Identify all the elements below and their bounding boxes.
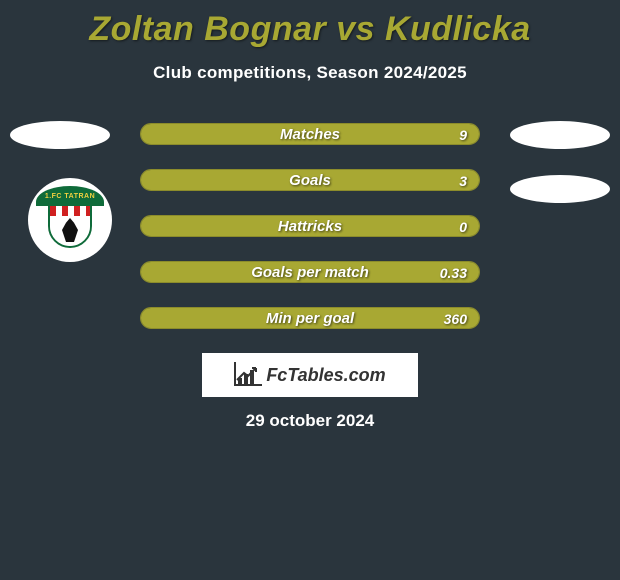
bar-row-matches: Matches 9 [140,123,480,145]
player2-club-placeholder [510,175,610,203]
bar-value: 9 [459,124,467,146]
bar-value: 3 [459,170,467,192]
date-text: 29 october 2024 [0,411,620,431]
page-title: Zoltan Bognar vs Kudlicka [0,0,620,49]
chart-icon [234,364,260,386]
bar-row-goals-per-match: Goals per match 0.33 [140,261,480,283]
bar-row-hattricks: Hattricks 0 [140,215,480,237]
bar-label: Goals per match [141,262,479,284]
subtitle: Club competitions, Season 2024/2025 [0,63,620,83]
watermark-text: FcTables.com [266,365,385,386]
player2-placeholder [510,121,610,149]
stats-bars: Matches 9 Goals 3 Hattricks 0 Goals per … [140,123,480,353]
logo-band-text: 1.FC TATRAN [36,186,104,206]
logo-shield [48,204,92,248]
bar-value: 0.33 [440,262,467,284]
bar-value: 360 [444,308,467,330]
watermark: FcTables.com [202,353,418,397]
bar-label: Goals [141,170,479,192]
bar-label: Min per goal [141,308,479,330]
bar-row-min-per-goal: Min per goal 360 [140,307,480,329]
bar-value: 0 [459,216,467,238]
player1-placeholder [10,121,110,149]
bar-label: Hattricks [141,216,479,238]
bar-label: Matches [141,124,479,146]
bar-row-goals: Goals 3 [140,169,480,191]
club-logo: 1.FC TATRAN [28,178,112,262]
